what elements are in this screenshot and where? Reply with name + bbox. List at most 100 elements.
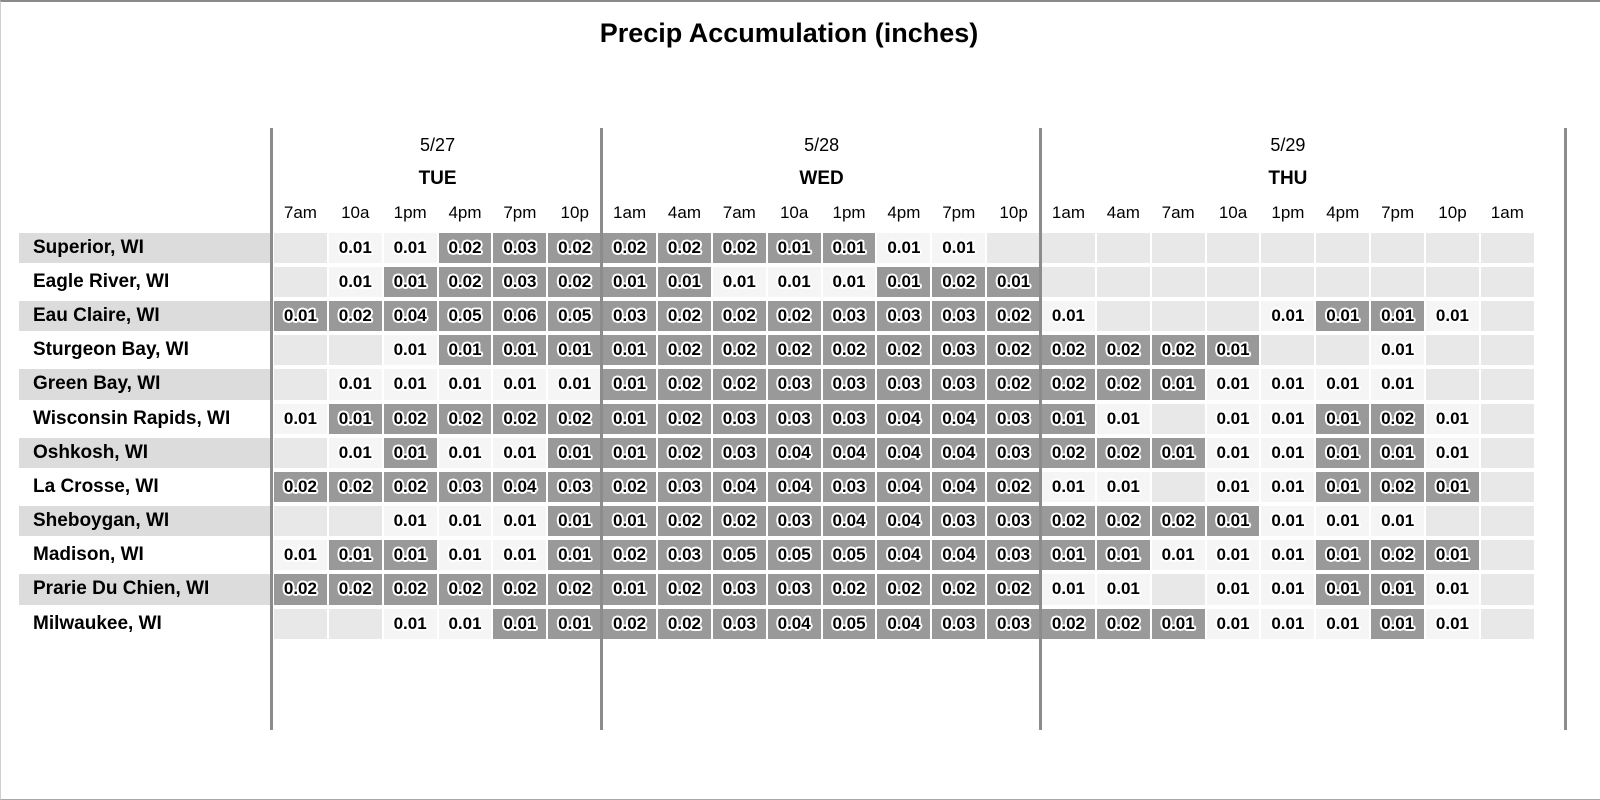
precip-cell: 0.02 bbox=[438, 266, 492, 297]
precip-cell: 0.01 bbox=[603, 574, 657, 605]
precip-cell: 0.01 bbox=[328, 369, 382, 400]
precip-cell bbox=[1151, 471, 1205, 503]
precip-cell bbox=[987, 232, 1041, 263]
header-time: 7pm bbox=[1381, 203, 1415, 223]
precip-cell: 0.04 bbox=[932, 540, 986, 571]
precip-cell: 0.02 bbox=[1096, 369, 1150, 400]
precip-cell: 0.01 bbox=[328, 403, 382, 434]
day-divider-right bbox=[1564, 128, 1567, 730]
precip-cell: 0.01 bbox=[1426, 540, 1479, 571]
precip-cell bbox=[1096, 232, 1150, 263]
precip-cell: 0.01 bbox=[1261, 369, 1315, 400]
day-divider-tue-wed bbox=[600, 128, 603, 730]
precip-cell bbox=[1151, 232, 1205, 263]
precip-cell bbox=[1480, 300, 1534, 332]
header-time: 4pm bbox=[448, 203, 482, 223]
precip-cell bbox=[1426, 266, 1479, 297]
precip-cell: 0.02 bbox=[328, 471, 382, 503]
header-time: 10a bbox=[341, 203, 370, 223]
header-time: 1pm bbox=[832, 203, 866, 223]
precip-cell: 0.01 bbox=[1261, 574, 1315, 605]
precip-cell: 0.01 bbox=[1371, 437, 1425, 468]
precip-cell: 0.04 bbox=[767, 608, 821, 639]
city-label: Sturgeon Bay, WI bbox=[33, 339, 189, 361]
precip-cell: 0.05 bbox=[822, 540, 876, 571]
precip-cell: 0.02 bbox=[712, 369, 766, 400]
precip-cell bbox=[1151, 266, 1205, 297]
precip-cell: 0.05 bbox=[438, 300, 492, 332]
precip-cell: 0.03 bbox=[932, 369, 986, 400]
precip-cell: 0.01 bbox=[1206, 608, 1260, 639]
precip-cell: 0.02 bbox=[274, 574, 327, 605]
precip-cell: 0.03 bbox=[932, 506, 986, 537]
header-spacer bbox=[19, 128, 273, 162]
precip-cell: 0.03 bbox=[712, 608, 766, 639]
precip-cell: 0.02 bbox=[274, 471, 327, 503]
precip-cell: 0.01 bbox=[328, 266, 382, 297]
precip-cell: 0.03 bbox=[767, 506, 821, 537]
precip-cell: 0.02 bbox=[603, 608, 657, 639]
precip-cell: 0.03 bbox=[493, 266, 547, 297]
city-label: Green Bay, WI bbox=[19, 369, 273, 400]
precip-cell: 0.01 bbox=[383, 608, 437, 639]
precip-cell: 0.01 bbox=[383, 540, 437, 571]
precip-cell: 0.04 bbox=[877, 437, 931, 468]
precip-cell: 0.01 bbox=[548, 437, 602, 468]
precip-cell bbox=[1426, 232, 1479, 263]
precip-cell: 0.01 bbox=[1096, 574, 1150, 605]
precip-cell: 0.02 bbox=[1042, 335, 1095, 366]
header-time: 10a bbox=[779, 203, 809, 223]
header-time: 7am bbox=[1161, 203, 1195, 223]
precip-cell: 0.01 bbox=[1261, 540, 1315, 571]
precip-cell bbox=[1480, 403, 1534, 434]
precip-cell: 0.01 bbox=[767, 266, 821, 297]
precip-cell bbox=[1206, 232, 1260, 263]
header-time: 10a bbox=[1218, 203, 1248, 223]
precip-cell: 0.03 bbox=[822, 369, 876, 400]
precip-cell: 0.02 bbox=[1096, 437, 1150, 468]
precip-cell: 0.01 bbox=[328, 232, 382, 263]
header-date: 5/29 bbox=[1270, 135, 1306, 155]
precip-cell: 0.03 bbox=[712, 574, 766, 605]
precip-cell: 0.01 bbox=[1042, 540, 1095, 571]
precip-cell: 0.02 bbox=[1151, 335, 1205, 366]
precip-cell: 0.01 bbox=[877, 232, 931, 263]
precip-cell bbox=[274, 506, 327, 537]
precip-cell: 0.02 bbox=[822, 335, 876, 366]
precip-cell bbox=[1096, 266, 1150, 297]
precip-cell: 0.02 bbox=[383, 403, 437, 434]
precip-cell bbox=[1206, 300, 1260, 332]
precip-cell: 0.01 bbox=[438, 540, 492, 571]
precip-cell bbox=[1480, 335, 1534, 366]
precip-cell: 0.04 bbox=[712, 471, 766, 503]
precip-cell: 0.01 bbox=[1261, 300, 1315, 332]
precip-cell bbox=[274, 608, 327, 639]
precip-cell: 0.04 bbox=[932, 471, 986, 503]
precip-cell: 0.04 bbox=[767, 471, 821, 503]
header-time: 10p bbox=[999, 203, 1028, 223]
precip-cell: 0.01 bbox=[1316, 437, 1370, 468]
precip-cell: 0.02 bbox=[1042, 608, 1095, 639]
precip-cell: 0.02 bbox=[712, 300, 766, 332]
precip-cell: 0.01 bbox=[274, 540, 327, 571]
precip-cell: 0.01 bbox=[603, 335, 657, 366]
precip-cell: 0.01 bbox=[1426, 608, 1479, 639]
precip-cell bbox=[274, 266, 327, 297]
precip-cell: 0.01 bbox=[1042, 300, 1095, 332]
precip-cell: 0.03 bbox=[822, 403, 876, 434]
header-time: 7am bbox=[722, 203, 756, 223]
precip-cell: 0.02 bbox=[1371, 471, 1425, 503]
precip-cell: 0.03 bbox=[987, 608, 1041, 639]
precip-cell: 0.01 bbox=[493, 608, 547, 639]
city-label: Wisconsin Rapids, WI bbox=[33, 407, 231, 429]
precip-cell: 0.01 bbox=[1316, 540, 1370, 571]
precip-cell: 0.02 bbox=[493, 574, 547, 605]
precip-cell: 0.05 bbox=[767, 540, 821, 571]
header-date: 5/27 bbox=[420, 135, 456, 155]
precip-cell: 0.03 bbox=[767, 574, 821, 605]
precip-cell: 0.06 bbox=[493, 300, 547, 332]
precip-cell: 0.01 bbox=[603, 369, 657, 400]
header-time: 1pm bbox=[393, 203, 427, 223]
precip-cell: 0.01 bbox=[383, 335, 437, 366]
precip-cell: 0.01 bbox=[1261, 437, 1315, 468]
